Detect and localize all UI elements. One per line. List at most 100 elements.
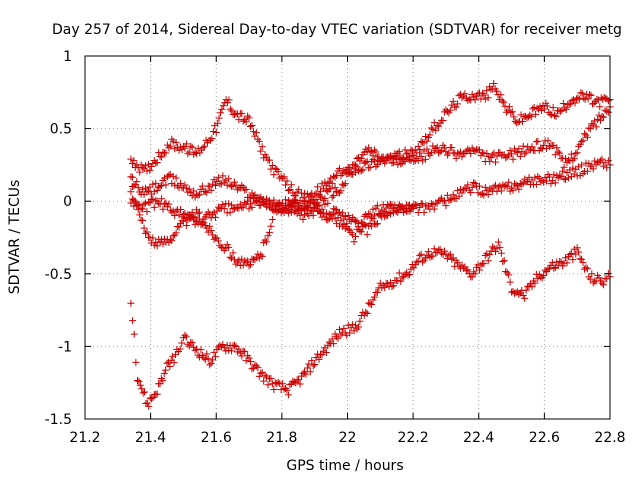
data-point-track-mid-lower [252,254,260,262]
data-point-track-high [341,180,349,188]
data-point-track-mid-upper [282,196,290,204]
data-point-track-zero [171,212,179,220]
data-point-track-mid-lower [142,229,150,237]
data-point-track-zero [276,200,284,208]
data-point-track-mid-lower [267,222,275,230]
data-point-track-mid-lower [366,210,374,218]
data-point-track-high [584,95,592,103]
y-tick-label: -1.5 [45,412,72,428]
data-point-track-zero [247,200,255,208]
data-point-track-mid-lower [492,181,500,189]
data-point-track-zero [165,200,173,208]
data-point-track-mid-lower [127,188,135,196]
data-point-track-low [350,327,358,335]
data-point-track-low [569,256,577,264]
data-point-track-high [178,146,186,154]
data-point-track-mid-upper [177,179,185,187]
data-point-track-mid-lower [226,253,234,261]
data-point-track-low [528,283,536,291]
data-point-track-low [322,349,330,357]
data-point-track-high [559,100,567,108]
data-point-track-mid-lower [599,162,607,170]
data-point-track-high [513,119,521,127]
data-point-track-low [284,391,292,399]
data-point-track-mid-upper [551,151,559,159]
data-point-track-mid-upper [540,141,548,149]
data-point-track-low [416,252,424,260]
data-point-track-high [352,161,360,169]
data-point-track-zero [264,197,272,205]
data-point-track-mid-lower [578,161,586,169]
data-point-track-mid-lower [152,239,160,247]
data-point-track-mid-upper [209,180,217,188]
data-point-track-low [349,321,357,329]
data-point-track-low [354,323,362,331]
data-point-track-mid-lower [589,165,597,173]
data-point-track-mid-upper [372,162,380,170]
data-point-track-high [156,152,164,160]
data-point-track-low [299,369,307,377]
data-point-track-low [446,250,454,258]
data-point-track-high [435,122,443,130]
data-point-track-zero [190,216,198,224]
data-point-track-high [330,192,338,200]
data-point-track-mid-lower [417,200,425,208]
data-point-track-zero [341,212,349,220]
data-point-track-mid-lower [562,176,570,184]
data-point-track-mid-lower [168,237,176,245]
data-point-track-low [261,371,269,379]
data-point-track-high [271,164,279,172]
data-point-track-low [210,348,218,356]
data-point-track-mid-upper [207,186,215,194]
data-point-track-high [427,124,435,132]
data-point-track-mid-upper [416,149,424,157]
data-point-track-low [264,381,272,389]
data-point-track-mid-lower [416,203,424,211]
data-point-track-high [196,149,204,157]
data-point-track-mid-lower [481,183,489,191]
data-point-track-low [362,308,370,316]
data-point-track-high [478,89,486,97]
data-point-track-low [247,358,255,366]
data-point-track-low [483,250,491,258]
data-point-track-high [136,168,144,176]
data-point-track-zero [409,204,417,212]
data-point-track-low [315,355,323,363]
data-point-track-mid-upper [300,197,308,205]
data-point-track-mid-upper [513,149,521,157]
data-point-track-mid-upper [381,159,389,167]
data-point-track-mid-lower [204,228,212,236]
data-point-track-low [489,243,497,251]
data-point-track-low [279,380,287,388]
data-point-track-zero [140,200,148,208]
data-point-track-mid-upper [527,146,535,154]
data-point-track-zero [143,208,151,216]
data-point-track-mid-lower [554,174,562,182]
data-point-track-low [414,257,422,265]
x-tick-labels: 21.2 21.4 21.6 21.8 22 22.2 22.4 22.6 22.8 [69,430,625,446]
data-point-track-mid-upper [359,166,367,174]
data-point-track-zero [146,199,154,207]
data-point-track-high [397,160,405,168]
data-point-track-low [496,243,504,251]
data-point-track-mid-upper [150,188,158,196]
data-point-track-high [270,171,278,179]
data-point-track-mid-lower [512,181,520,189]
data-point-track-high [432,126,440,134]
data-point-track-zero [179,210,187,218]
x-tick-label: 22.8 [594,430,625,446]
data-point-track-high [142,162,150,170]
data-point-track-mid-lower [464,181,472,189]
data-point-track-mid-upper [309,196,317,204]
data-point-track-zero [210,208,218,216]
data-point-track-mid-lower [344,225,352,233]
y-tick-labels: -1.5 -1 -0.5 0 0.5 1 [45,49,72,428]
data-point-track-low [209,356,217,364]
data-point-track-zero [373,220,381,228]
data-point-track-high [274,168,282,176]
data-point-track-high [366,148,374,156]
data-point-track-low [527,280,535,288]
data-point-track-low [255,372,263,380]
data-point-track-mid-lower [136,211,144,219]
data-point-track-mid-lower [172,229,180,237]
